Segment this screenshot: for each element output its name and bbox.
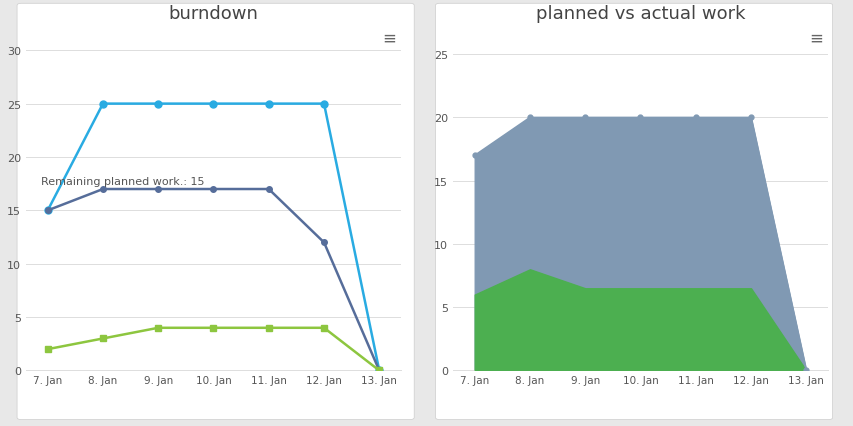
Title: planned vs actual work: planned vs actual work xyxy=(535,5,745,23)
Text: Remaining planned work.: 15: Remaining planned work.: 15 xyxy=(41,176,204,187)
Text: ≡: ≡ xyxy=(809,30,822,48)
Title: burndown: burndown xyxy=(168,5,258,23)
Text: ≡: ≡ xyxy=(382,30,396,48)
